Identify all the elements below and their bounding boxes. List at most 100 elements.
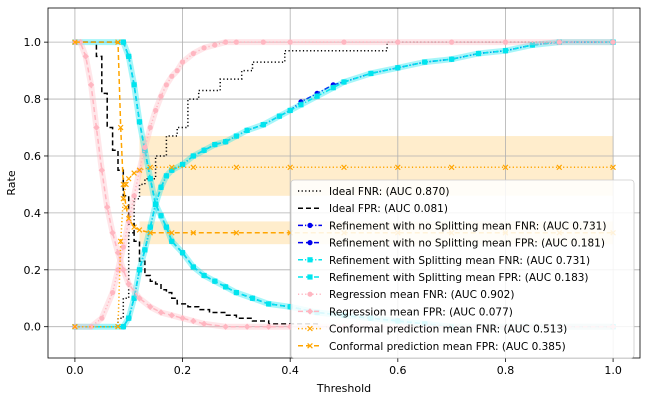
series-5-point-15 [223, 284, 229, 290]
legend-label-0: Ideal FNR: (AUC 0.870) [329, 186, 449, 198]
series-6-point-27 [502, 39, 509, 45]
series-6-line [74, 41, 614, 328]
series-7-point-19 [243, 323, 251, 330]
series-6-point-26 [449, 39, 455, 45]
series-4 [72, 39, 616, 330]
y-tick-label-0: 0.0 [24, 321, 42, 334]
y-tick-label-1: 0.2 [24, 264, 42, 277]
series-6-point-15 [174, 68, 180, 74]
series-4-point-28 [449, 56, 455, 62]
series-5-point-14 [212, 278, 218, 284]
series-6-point-20 [223, 39, 229, 45]
series-6-point-12 [158, 93, 164, 99]
legend-label-6: Regression mean FNR: (AUC 0.902) [329, 289, 514, 301]
series-4-point-15 [223, 139, 229, 145]
series-6-point-19 [212, 42, 218, 48]
series-5-point-4 [136, 119, 143, 125]
series-8-point-18 [610, 164, 616, 171]
series-9-point-11 [233, 229, 240, 236]
series-8-point-8 [147, 164, 154, 171]
series-6 [72, 39, 616, 330]
series-4-point-30 [502, 48, 509, 54]
series-8-point-11 [233, 164, 240, 171]
legend-entry-2: Refinement with no Splitting mean FNR: (… [298, 220, 606, 232]
legend-marker-5 [307, 274, 313, 280]
legend-label-4: Refinement with Splitting mean FNR: (AUC… [329, 255, 590, 267]
series-4-point-14 [212, 141, 218, 148]
series-6-point-1 [88, 324, 94, 330]
series-8-point-0 [72, 323, 78, 330]
series-7-point-10 [125, 280, 132, 288]
series-6-point-25 [395, 39, 401, 45]
legend-entry-1: Ideal FPR: (AUC 0.081) [298, 203, 448, 215]
legend-label-3: Refinement with no Splitting mean FPR: (… [329, 238, 605, 250]
series-4-point-2 [126, 315, 132, 321]
series-6-point-5 [120, 244, 126, 250]
series-7-point-15 [179, 314, 186, 322]
legend-marker-7 [306, 308, 314, 315]
series-7-point-18 [222, 323, 229, 330]
series-1-line [74, 41, 614, 328]
series-5-point-12 [190, 264, 196, 270]
series-9-point-2 [117, 124, 124, 131]
series-4-point-16 [233, 133, 239, 139]
x-tick-label-5: 1.0 [604, 364, 622, 377]
series-5-point-8 [158, 213, 164, 219]
series-6-point-10 [147, 124, 153, 131]
legend-label-9: Conformal prediction mean FPR: (AUC 0.38… [329, 341, 566, 353]
series-9-point-4 [123, 204, 129, 211]
series-7-point-13 [157, 309, 165, 316]
series-4-point-8 [158, 184, 164, 190]
series-4-point-19 [276, 113, 283, 119]
series-4-point-4 [136, 267, 143, 273]
series-8-point-14 [394, 164, 401, 171]
series-6-point-16 [179, 59, 186, 65]
x-tick-label-3: 0.6 [389, 364, 407, 377]
series-4-point-27 [422, 59, 428, 65]
series-7-point-9 [120, 266, 127, 273]
series-4-point-5 [142, 247, 148, 253]
series-4-point-24 [341, 79, 347, 85]
series-5-point-2 [126, 53, 132, 59]
series-0 [74, 41, 614, 328]
series-5-point-11 [179, 250, 186, 256]
series-5-point-16 [233, 289, 239, 296]
series-6-point-28 [556, 39, 562, 45]
series-5-point-10 [169, 238, 175, 244]
series-8-point-1 [115, 323, 121, 330]
legend-marker-6 [307, 291, 313, 297]
series-5-point-9 [163, 224, 169, 230]
series-9-point-5 [125, 215, 132, 222]
legend-marker-3 [307, 240, 313, 246]
legend-entry-0: Ideal FNR: (AUC 0.870) [298, 186, 449, 198]
series-5-point-13 [201, 272, 207, 279]
series-6-point-9 [142, 144, 148, 151]
series-7-point-1 [77, 38, 84, 46]
series-5-point-6 [147, 176, 153, 182]
series-9-point-7 [136, 227, 143, 233]
series-7-point-2 [82, 53, 89, 60]
series-9-point-8 [147, 229, 154, 236]
series-8-point-12 [287, 164, 294, 171]
series-8-point-15 [448, 164, 455, 171]
series-7-point-16 [190, 317, 197, 325]
series-9-point-1 [115, 39, 121, 45]
series-9-point-9 [168, 229, 175, 236]
legend-label-2: Refinement with no Splitting mean FNR: (… [329, 220, 606, 232]
series-4-line [74, 41, 614, 328]
series-8-point-9 [168, 164, 175, 171]
series-8 [72, 164, 616, 330]
series-4-point-20 [287, 107, 293, 114]
series-4-point-6 [147, 224, 153, 230]
series-5-point-5 [142, 147, 148, 153]
series-5-point-17 [249, 295, 256, 301]
legend-marker-9 [307, 342, 313, 349]
legend-marker-4 [307, 257, 313, 263]
series-4-point-22 [314, 93, 320, 99]
series-5-point-7 [153, 201, 159, 207]
legend-marker-8 [307, 325, 313, 332]
x-tick-label-1: 0.2 [174, 364, 192, 377]
series-9-point-0 [72, 39, 78, 45]
series-8-point-16 [502, 164, 509, 171]
